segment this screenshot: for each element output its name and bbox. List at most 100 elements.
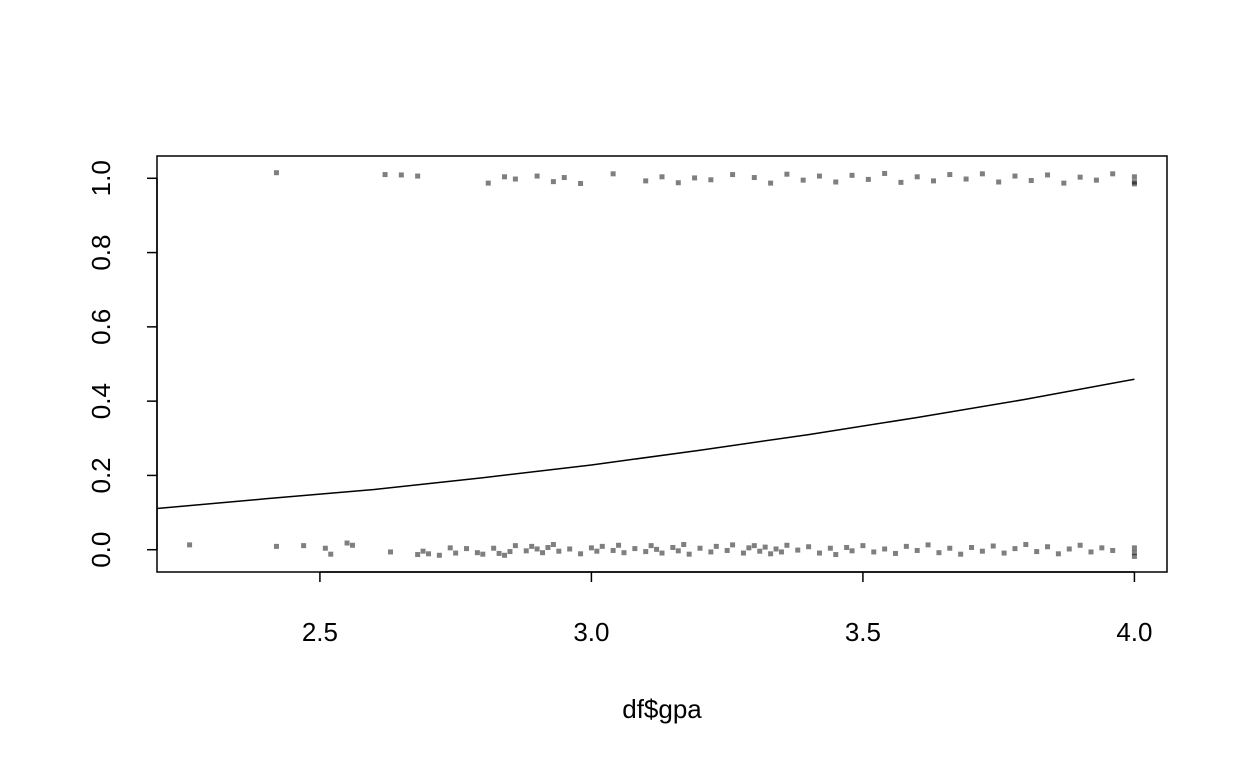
scatter-point xyxy=(643,549,649,555)
scatter-point xyxy=(485,180,491,186)
scatter-point xyxy=(816,550,822,556)
scatter-point xyxy=(534,546,540,552)
scatter-point xyxy=(1045,172,1051,178)
scatter-point xyxy=(860,543,866,549)
scatter-point xyxy=(979,171,985,177)
scatter-point xyxy=(784,542,790,548)
y-axis: 0.0 0.2 0.4 0.6 0.8 1.0 xyxy=(86,160,158,568)
scatter-point xyxy=(534,173,540,179)
scatter-point xyxy=(969,544,975,550)
scatter-point xyxy=(1110,547,1116,553)
scatter-point xyxy=(578,180,584,186)
scatter-point xyxy=(453,550,459,556)
scatter-point xyxy=(730,172,736,178)
scatter-point xyxy=(610,547,616,553)
scatter-point xyxy=(659,550,665,556)
fitted-curve xyxy=(156,378,1135,510)
scatter-point xyxy=(512,543,518,549)
scatter-point xyxy=(594,548,600,554)
scatter-point xyxy=(464,546,470,552)
scatter-point xyxy=(1061,180,1067,186)
scatter-point xyxy=(1110,171,1116,177)
scatter-point xyxy=(757,548,763,554)
y-tick-label: 0.0 xyxy=(86,532,116,568)
scatter-point xyxy=(806,544,812,550)
scatter-point xyxy=(523,548,529,554)
scatter-point xyxy=(740,550,746,556)
y-tick-label: 0.2 xyxy=(86,457,116,493)
scatter-point xyxy=(1028,178,1034,184)
scatter-point xyxy=(1131,553,1137,559)
scatter-point xyxy=(865,176,871,182)
scatter-point xyxy=(898,179,904,185)
scatter-point xyxy=(778,549,784,555)
scatter-point xyxy=(301,543,307,549)
scatter-point xyxy=(588,545,594,551)
x-tick-label: 4.0 xyxy=(1116,617,1152,647)
scatter-point xyxy=(795,547,801,553)
scatter-point xyxy=(1099,545,1105,551)
scatter-point xyxy=(632,546,638,552)
scatter-point xyxy=(447,545,453,551)
scatter-point xyxy=(681,542,687,548)
scatter-point xyxy=(1131,181,1137,187)
scatter-point xyxy=(730,542,736,548)
scatter-point xyxy=(491,545,497,551)
scatter-point xyxy=(958,551,964,557)
scatter-point xyxy=(398,172,404,178)
scatter-point xyxy=(415,173,421,179)
scatter-point xyxy=(550,542,556,548)
scatter-point xyxy=(648,543,654,549)
scatter-point xyxy=(708,177,714,183)
scatter-point xyxy=(1066,546,1072,552)
scatter-point xyxy=(1131,174,1137,180)
scatter-point xyxy=(713,543,719,549)
y-tick-label: 1.0 xyxy=(86,160,116,196)
scatter-point xyxy=(751,543,757,549)
scatter-point xyxy=(1088,549,1094,555)
scatter-point xyxy=(561,175,567,181)
scatter-point xyxy=(1001,550,1007,556)
scatter-point xyxy=(474,550,480,556)
scatter-point xyxy=(892,550,898,556)
scatter-point xyxy=(1055,551,1061,557)
scatter-point xyxy=(849,548,855,554)
y-tick-label: 0.8 xyxy=(86,234,116,270)
scatter-point xyxy=(420,548,426,554)
scatter-point xyxy=(947,172,953,178)
scatter-point xyxy=(675,548,681,554)
scatter-point xyxy=(187,542,193,548)
scatter-point xyxy=(914,547,920,553)
scatter-point xyxy=(1012,173,1018,179)
scatter-point xyxy=(480,551,486,557)
scatter-point xyxy=(529,543,535,549)
scatter-point xyxy=(773,546,779,552)
scatter-point xyxy=(996,179,1002,185)
x-axis-title: df$gpa xyxy=(622,694,702,724)
scatter-point xyxy=(382,172,388,178)
scatter-point xyxy=(328,551,334,557)
scatter-point xyxy=(768,180,774,186)
scatter-point xyxy=(540,550,546,556)
scatter-point xyxy=(1077,174,1083,180)
scatter-point xyxy=(833,552,839,558)
scatter-point xyxy=(784,171,790,177)
scatter-point xyxy=(659,174,665,180)
scatter-point xyxy=(670,544,676,550)
scatter-point xyxy=(610,171,616,177)
scatter-point xyxy=(1077,542,1083,548)
plot-frame xyxy=(156,155,1168,573)
scatter-point xyxy=(675,180,681,186)
scatter-point xyxy=(871,549,877,555)
scatter-point xyxy=(686,551,692,557)
scatter-point xyxy=(746,545,752,551)
scatter-point xyxy=(1131,550,1137,556)
scatter-point xyxy=(1023,542,1029,548)
scatter-point xyxy=(426,551,432,557)
scatter-point xyxy=(979,548,985,554)
scatter-point xyxy=(931,178,937,184)
scatter-point xyxy=(936,550,942,556)
scatter-point xyxy=(1093,177,1099,183)
scatter-point xyxy=(708,549,714,555)
